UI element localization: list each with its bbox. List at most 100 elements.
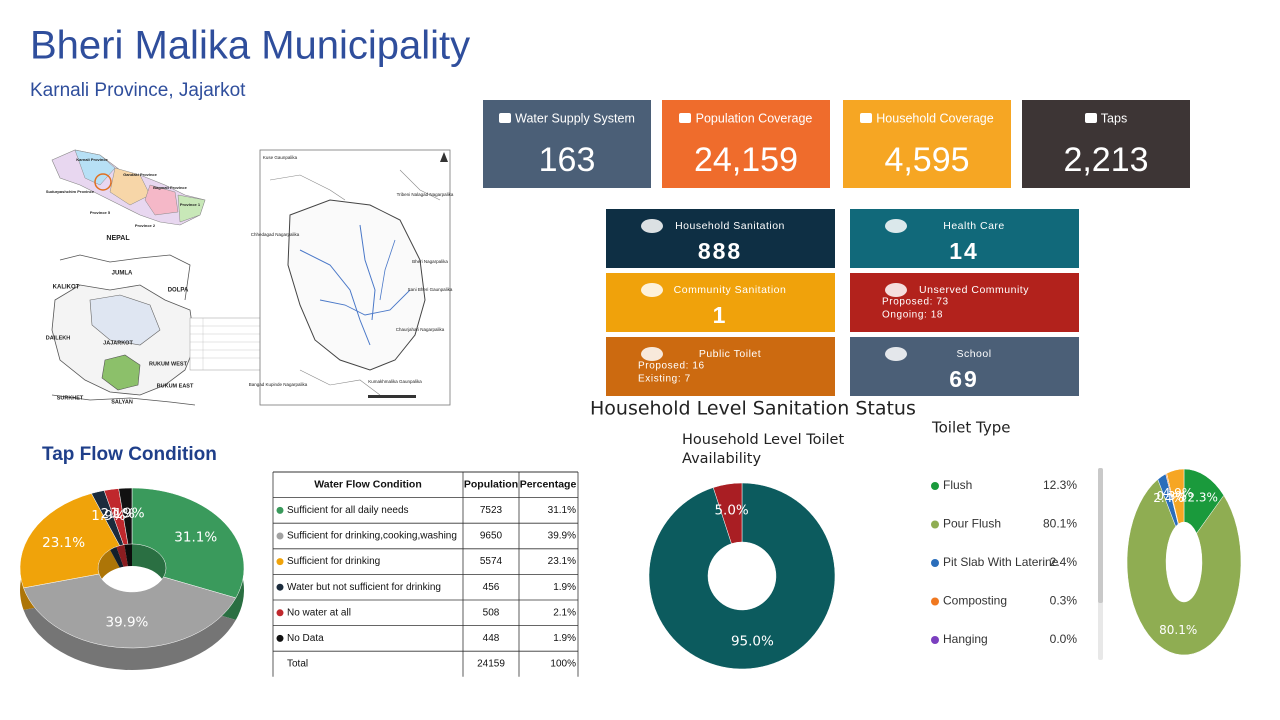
map-label: DAILEKH [46,335,70,341]
table-cell: 31.1% [548,505,576,516]
card-icon [641,219,663,233]
map-label: DOLPA [168,288,189,294]
pie-slice [19,493,121,589]
legend-dot [276,634,284,642]
card-icon [641,283,663,297]
legend-value: 2.4% [1050,555,1078,569]
card-detail: Existing: 7 [638,374,691,385]
map-label: KALIKOT [53,285,80,291]
pie-slice [118,487,133,545]
kpi-value: 4,595 [884,141,969,179]
table-cell: 24159 [477,659,505,670]
data-label: 95.0% [731,634,774,650]
legend-dot [276,583,284,591]
stat-card [850,209,1079,268]
table-header: Percentage [520,479,577,491]
kpi-icon [499,113,511,123]
kpi-label: Population Coverage [696,111,813,125]
stat-card [850,337,1079,396]
pie-slice [648,482,836,670]
data-label: 5.0% [714,502,748,518]
legend-dot [931,559,939,567]
legend-dot [931,482,939,490]
table-cell: 508 [483,607,500,618]
kpi-tile [1022,100,1190,188]
data-label: 12.3% [1180,490,1218,504]
card-detail: Proposed: 16 [638,361,705,372]
page-title: Bheri Malika Municipality [30,24,470,68]
map-label: Bheri Nagarpalika [412,259,448,264]
legend-label: Pour Flush [943,517,1001,531]
table-cell: 7523 [480,505,503,516]
kpi-value: 163 [539,141,596,179]
table-cell: 39.9% [548,531,576,542]
map-label: Province 2 [135,223,156,228]
chart-title: Household Level Toilet Availability [682,432,845,467]
legend-dot [276,506,284,514]
legend-dot [931,520,939,529]
stat-card [850,273,1079,332]
card-label: School [956,348,991,360]
map-label: RUKUM WEST [149,361,188,367]
card-value: 1 [713,302,728,328]
table-cell: No Data [287,633,324,644]
table-cell: 100% [550,659,576,670]
map-label: Gandaki Province [123,172,158,177]
kpi-label: Taps [1101,111,1127,125]
map-label: JUMLA [112,271,133,277]
legend-value: 0.0% [1050,632,1078,646]
legend-dot [931,636,939,644]
map-label: Province 1 [180,202,201,207]
legend-label: Composting [943,594,1007,608]
municipality-map [259,149,451,406]
page-subtitle: Karnali Province, Jajarkot [30,80,246,101]
table-cell: 23.1% [548,556,576,567]
data-label: 2.1% [101,506,135,522]
map-label: Bangad Kupinde Nagarpalika [249,382,308,387]
chart-title: Toilet Type [931,419,1010,437]
kpi-value: 24,159 [694,141,798,179]
card-value: 888 [698,238,742,264]
data-label: 1.9% [110,505,144,521]
card-label: Household Sanitation [675,220,785,232]
card-label: Community Sanitation [674,284,787,296]
kpi-icon [1085,113,1097,123]
legend-dot [276,609,284,617]
card-label: Health Care [943,220,1005,232]
card-icon [641,347,663,361]
pie-slice [1126,478,1242,656]
kpi-icon [679,113,691,123]
kpi-value: 2,213 [1063,141,1148,179]
table-cell: Water but not sufficient for drinking [287,582,441,593]
map-label: Sudurpashchim Province [46,189,95,194]
table-cell: 1.9% [553,582,576,593]
data-label: 31.1% [174,529,217,545]
nepal-map [51,149,206,226]
table-cell: No water at all [287,607,351,618]
legend-dot [276,532,284,540]
table-cell: 448 [483,633,500,644]
data-label: 39.9% [105,615,148,631]
map-label: Kuse Gaunpalika [263,155,298,160]
map-label: SALYAN [111,399,133,405]
card-detail: Ongoing: 18 [882,310,943,321]
card-value: 69 [949,366,979,392]
map-label: Tribeni Nalagad Nagarpalika [397,192,454,197]
scrollbar-thumb[interactable] [1098,468,1103,603]
pie-slice [712,482,743,544]
pie-slice [131,487,245,599]
kpi-label: Water Supply System [515,111,635,125]
legend-value: 0.3% [1050,594,1078,608]
district-map [51,254,266,406]
pie-slice [23,573,237,649]
table-header: Population [464,479,518,491]
data-label: 0.3% [1156,489,1187,503]
map-label: SURKHET [57,395,84,401]
map-label: Sani Bheri Gaunpalika [408,287,453,292]
card-icon [885,283,907,297]
legend-dot [276,558,284,566]
data-label: 4.9% [1163,486,1194,500]
legend-label: Hanging [943,632,988,646]
